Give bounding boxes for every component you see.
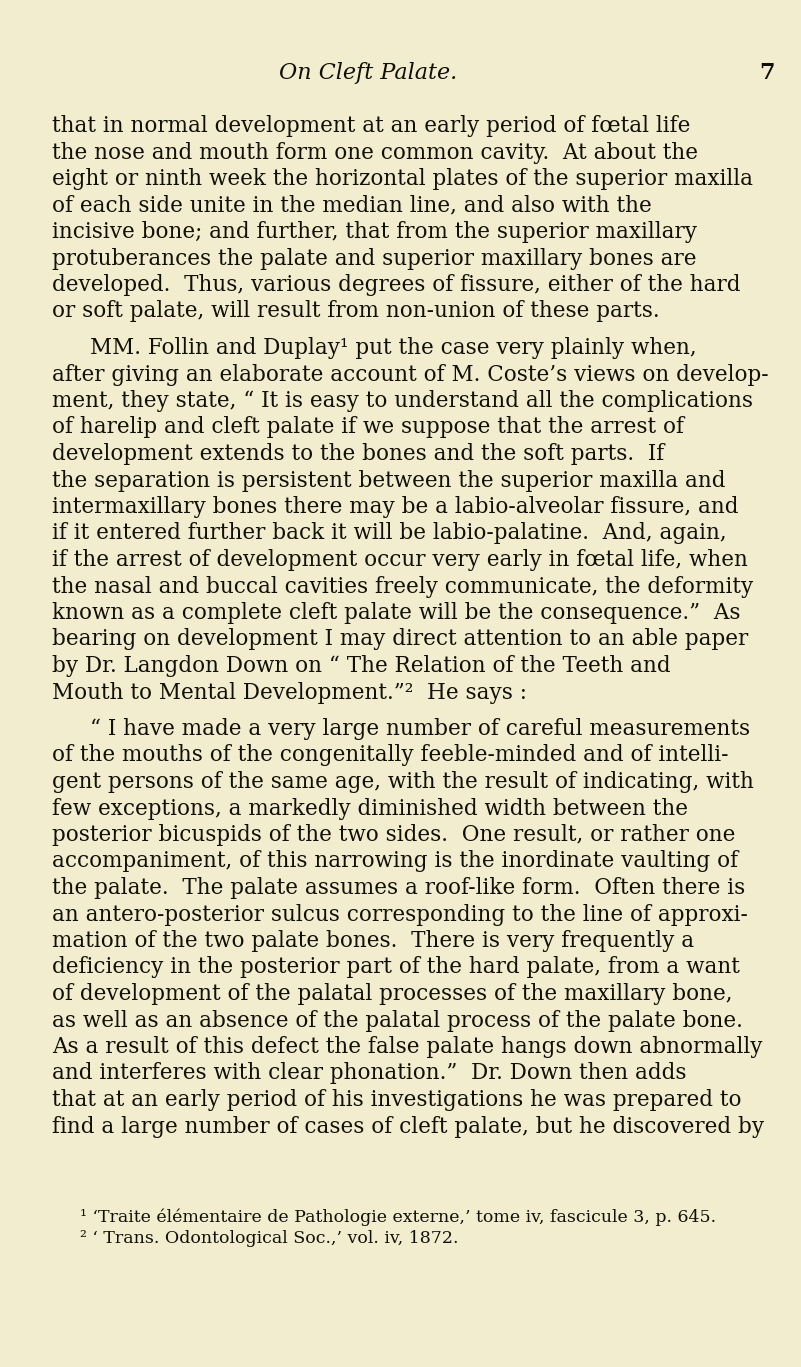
Text: ¹ ‘Traite élémentaire de Pathologie externe,’ tome iv, fascicule 3, p. 645.: ¹ ‘Traite élémentaire de Pathologie exte… [80, 1208, 716, 1225]
Text: protuberances the palate and superior maxillary bones are: protuberances the palate and superior ma… [52, 247, 697, 269]
Text: intermaxillary bones there may be a labio-alveolar fissure, and: intermaxillary bones there may be a labi… [52, 496, 739, 518]
Text: the palate.  The palate assumes a roof-like form.  Often there is: the palate. The palate assumes a roof-li… [52, 878, 745, 899]
Text: as well as an absence of the palatal process of the palate bone.: as well as an absence of the palatal pro… [52, 1009, 743, 1032]
Text: known as a complete cleft palate will be the consequence.”  As: known as a complete cleft palate will be… [52, 601, 740, 623]
Text: mation of the two palate bones.  There is very frequently a: mation of the two palate bones. There is… [52, 930, 694, 951]
Text: MM. Follin and Duplay¹ put the case very plainly when,: MM. Follin and Duplay¹ put the case very… [90, 338, 697, 360]
Text: of development of the palatal processes of the maxillary bone,: of development of the palatal processes … [52, 983, 732, 1005]
Text: after giving an elaborate account of M. Coste’s views on develop-: after giving an elaborate account of M. … [52, 364, 769, 385]
Text: ment, they state, “ It is easy to understand all the complications: ment, they state, “ It is easy to unders… [52, 390, 753, 411]
Text: the nasal and buccal cavities freely communicate, the deformity: the nasal and buccal cavities freely com… [52, 576, 753, 597]
Text: that at an early period of his investigations he was prepared to: that at an early period of his investiga… [52, 1089, 742, 1111]
Text: or soft palate, will result from non-union of these parts.: or soft palate, will result from non-uni… [52, 301, 660, 323]
Text: gent persons of the same age, with the result of indicating, with: gent persons of the same age, with the r… [52, 771, 754, 793]
Text: if the arrest of development occur very early in fœtal life, when: if the arrest of development occur very … [52, 550, 748, 571]
Text: eight or ninth week the horizontal plates of the superior maxilla: eight or ninth week the horizontal plate… [52, 168, 753, 190]
Text: an antero-posterior sulcus corresponding to the line of approxi-: an antero-posterior sulcus corresponding… [52, 904, 748, 925]
Text: the nose and mouth form one common cavity.  At about the: the nose and mouth form one common cavit… [52, 142, 698, 164]
Text: few exceptions, a markedly diminished width between the: few exceptions, a markedly diminished wi… [52, 797, 688, 819]
Text: As a result of this defect the false palate hangs down abnormally: As a result of this defect the false pal… [52, 1036, 763, 1058]
Text: development extends to the bones and the soft parts.  If: development extends to the bones and the… [52, 443, 664, 465]
Text: On Cleft Palate.: On Cleft Palate. [280, 62, 457, 83]
Text: bearing on development I may direct attention to an able paper: bearing on development I may direct atte… [52, 629, 748, 651]
Text: accompaniment, of this narrowing is the inordinate vaulting of: accompaniment, of this narrowing is the … [52, 850, 739, 872]
Text: of harelip and cleft palate if we suppose that the arrest of: of harelip and cleft palate if we suppos… [52, 417, 684, 439]
Text: of each side unite in the median line, and also with the: of each side unite in the median line, a… [52, 194, 652, 216]
Text: and interferes with clear phonation.”  Dr. Down then adds: and interferes with clear phonation.” Dr… [52, 1062, 686, 1084]
Text: find a large number of cases of cleft palate, but he discovered by: find a large number of cases of cleft pa… [52, 1115, 764, 1137]
Text: incisive bone; and further, that from the superior maxillary: incisive bone; and further, that from th… [52, 221, 697, 243]
Text: ² ‘ Trans. Odontological Soc.,’ vol. iv, 1872.: ² ‘ Trans. Odontological Soc.,’ vol. iv,… [80, 1230, 458, 1247]
Text: of the mouths of the congenitally feeble-minded and of intelli-: of the mouths of the congenitally feeble… [52, 745, 728, 767]
Text: developed.  Thus, various degrees of fissure, either of the hard: developed. Thus, various degrees of fiss… [52, 273, 740, 297]
Text: 7: 7 [759, 62, 775, 83]
Text: that in normal development at an early period of fœtal life: that in normal development at an early p… [52, 115, 690, 137]
Text: by Dr. Langdon Down on “ The Relation of the Teeth and: by Dr. Langdon Down on “ The Relation of… [52, 655, 670, 677]
Text: posterior bicuspids of the two sides.  One result, or rather one: posterior bicuspids of the two sides. On… [52, 824, 735, 846]
Text: deficiency in the posterior part of the hard palate, from a want: deficiency in the posterior part of the … [52, 957, 740, 979]
Text: “ I have made a very large number of careful measurements: “ I have made a very large number of car… [90, 718, 750, 740]
Text: Mouth to Mental Development.”²  He says :: Mouth to Mental Development.”² He says : [52, 682, 527, 704]
Text: if it entered further back it will be labio-palatine.  And, again,: if it entered further back it will be la… [52, 522, 727, 544]
Text: the separation is persistent between the superior maxilla and: the separation is persistent between the… [52, 469, 726, 492]
